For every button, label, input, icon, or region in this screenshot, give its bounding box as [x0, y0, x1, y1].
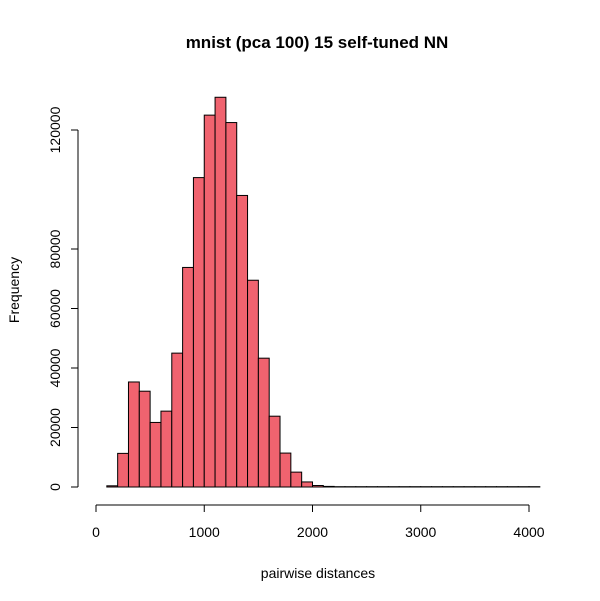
histogram-bar — [138, 390, 151, 488]
histogram-bar — [160, 410, 173, 488]
x-tick-label: 3000 — [405, 524, 436, 540]
bars-group — [106, 96, 541, 488]
histogram-bar — [247, 279, 259, 488]
histogram-bar — [279, 452, 292, 488]
histogram-bar — [290, 471, 303, 488]
y-tick-label: 60000 — [47, 289, 63, 328]
y-tick-label: 80000 — [47, 229, 63, 268]
y-tick-label: 0 — [47, 483, 63, 491]
histogram-bar — [127, 381, 140, 488]
x-tick-label: 1000 — [189, 524, 220, 540]
x-tick-label: 0 — [92, 524, 100, 540]
histogram-bar — [171, 352, 184, 488]
histogram-bar — [192, 177, 205, 488]
chart-title: mnist (pca 100) 15 self-tuned NN — [186, 33, 449, 52]
histogram-bar — [149, 421, 162, 488]
y-axis-label: Frequency — [6, 257, 22, 323]
histogram-bar — [106, 485, 119, 488]
histogram-bar — [312, 485, 324, 488]
histogram-bar — [203, 114, 216, 488]
x-tick-label: 4000 — [513, 524, 544, 540]
histogram-bar — [236, 194, 249, 488]
histogram-bar — [257, 357, 270, 488]
histogram-bar — [301, 481, 313, 488]
y-axis: 0 20000 40000 60000 80000 120000 — [47, 106, 79, 491]
y-tick-label: 40000 — [47, 348, 63, 387]
x-axis: 0 1000 2000 3000 4000 — [92, 504, 545, 540]
y-tick-label: 120000 — [47, 106, 63, 153]
histogram-bar — [322, 485, 335, 488]
histogram-bar — [182, 266, 194, 488]
histogram-bar — [214, 96, 227, 488]
x-axis-label: pairwise distances — [261, 565, 375, 581]
histogram-bar — [117, 452, 129, 488]
y-tick-label: 20000 — [47, 408, 63, 447]
histogram-bar — [268, 415, 281, 488]
x-tick-label: 2000 — [297, 524, 328, 540]
histogram-bar — [225, 122, 238, 488]
